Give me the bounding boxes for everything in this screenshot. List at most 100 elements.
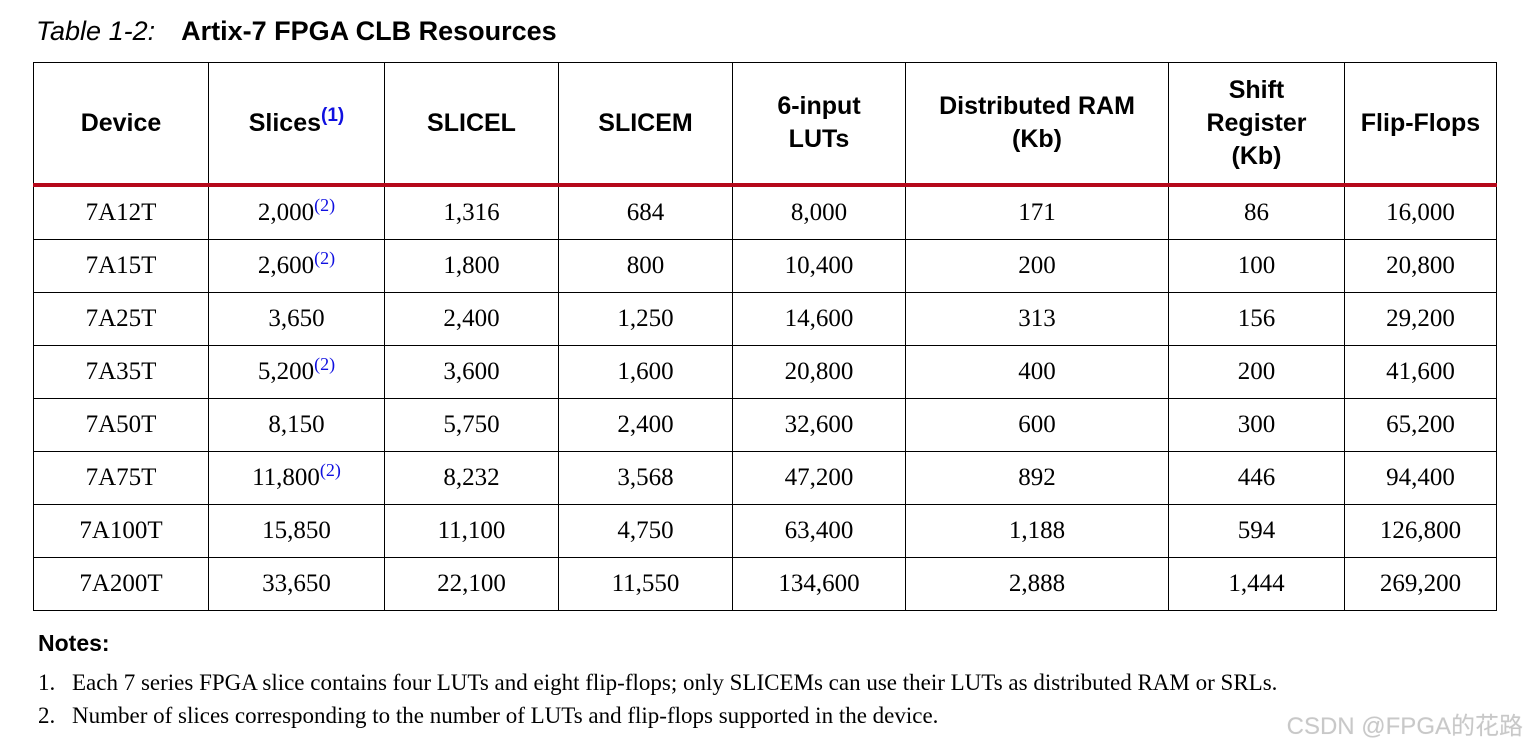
cell-value: 594: [1237, 517, 1276, 544]
table-cell: 684: [558, 184, 733, 240]
table-cell: 4,750: [558, 504, 733, 558]
note-2: 2. Number of slices corresponding to the …: [38, 703, 938, 729]
column-header: Flip-Flops: [1344, 62, 1497, 187]
table-number: Table 1-2:: [36, 16, 156, 46]
cell-value: 5,750: [443, 411, 500, 438]
table-cell: 22,100: [384, 557, 559, 611]
cell-value: 11,100: [437, 517, 506, 544]
table-cell: 313: [905, 292, 1169, 346]
cell-value: 10,400: [784, 252, 854, 279]
cell-value: 8,232: [443, 464, 500, 491]
cell-value: 7A15T: [85, 252, 157, 279]
cell-value: 7A25T: [85, 305, 157, 332]
cell-value: 2,400: [443, 305, 500, 332]
cell-value: 11,800: [252, 464, 320, 491]
table-row: 7A50T 8,150 5,750 2,400 32,600 600 300 65,200: [33, 398, 1497, 452]
cell-value: 156: [1237, 305, 1276, 332]
cell-value: 1,316: [443, 199, 500, 226]
table-cell: 7A50T: [33, 398, 209, 452]
table-cell: 3,650: [208, 292, 385, 346]
cell-value: 100: [1237, 252, 1276, 279]
column-header: Device: [33, 62, 209, 187]
table-cell: 14,600: [732, 292, 906, 346]
table-cell: 2,400: [558, 398, 733, 452]
table-cell: 8,150: [208, 398, 385, 452]
cell-value: 300: [1237, 411, 1276, 438]
table-cell: 600: [905, 398, 1169, 452]
cell-value: 8,000: [790, 199, 848, 226]
clb-resources-table: Device Slices(1) SLICEL SLICEM 6-input LUTs Di…: [33, 62, 1497, 611]
cell-value: 200: [1237, 358, 1276, 385]
note-number: 2.: [38, 703, 56, 728]
table-cell: 446: [1168, 451, 1345, 505]
footnote-link[interactable]: (2): [314, 248, 336, 268]
footnote-link[interactable]: (2): [314, 354, 336, 374]
table-cell: 41,600: [1344, 345, 1497, 399]
cell-value: 892: [1018, 464, 1056, 491]
cell-value: 15,850: [262, 517, 331, 544]
table-cell: 15,850: [208, 504, 385, 558]
table-cell: 126,800: [1344, 504, 1497, 558]
column-header-label: Flip-Flops: [1360, 108, 1481, 137]
cell-value: 32,600: [784, 411, 854, 438]
cell-value: 313: [1018, 305, 1056, 332]
table-cell: 1,188: [905, 504, 1169, 558]
cell-value: 11,550: [611, 570, 680, 597]
table-row: 7A75T 11,800(2) 8,232 3,568 47,200 892 446 94,4…: [33, 451, 1497, 505]
cell-value: 2,600: [257, 252, 315, 279]
cell-value: 1,250: [617, 305, 674, 332]
cell-value: 269,200: [1379, 570, 1462, 597]
cell-value: 1,800: [443, 252, 500, 279]
table-cell: 11,800(2): [208, 451, 385, 505]
table-cell: 269,200: [1344, 557, 1497, 611]
footnote-link[interactable]: (2): [319, 460, 341, 480]
table-cell: 7A100T: [33, 504, 209, 558]
table-cell: 86: [1168, 184, 1345, 240]
table-cell: 2,400: [384, 292, 559, 346]
cell-value: 4,750: [617, 517, 674, 544]
table-cell: 200: [1168, 345, 1345, 399]
column-header: Shift Register (Kb): [1168, 62, 1345, 187]
table-cell: 1,600: [558, 345, 733, 399]
table-cell: 63,400: [732, 504, 906, 558]
cell-value: 41,600: [1386, 358, 1455, 385]
table-cell: 11,550: [558, 557, 733, 611]
cell-value: 33,650: [262, 570, 331, 597]
table-cell: 5,200(2): [208, 345, 385, 399]
table-cell: 7A35T: [33, 345, 209, 399]
table-cell: 5,750: [384, 398, 559, 452]
table-cell: 16,000: [1344, 184, 1497, 240]
cell-value: 2,400: [617, 411, 674, 438]
table-cell: 3,568: [558, 451, 733, 505]
note-text: Number of slices corresponding to the nu…: [72, 703, 939, 728]
table-cell: 2,888: [905, 557, 1169, 611]
cell-value: 600: [1018, 411, 1056, 438]
table-cell: 32,600: [732, 398, 906, 452]
cell-value: 1,188: [1008, 517, 1066, 544]
table-cell: 134,600: [732, 557, 906, 611]
column-header-label: Slices: [248, 108, 322, 137]
table-cell: 892: [905, 451, 1169, 505]
table-cell: 8,232: [384, 451, 559, 505]
column-header-label: Device: [80, 108, 162, 137]
column-header: Distributed RAM (Kb): [905, 62, 1169, 187]
cell-value: 3,650: [268, 305, 325, 332]
footnote-link[interactable]: (1): [321, 104, 345, 126]
table-cell: 3,600: [384, 345, 559, 399]
cell-value: 446: [1237, 464, 1276, 491]
note-1: 1. Each 7 series FPGA slice contains four…: [38, 670, 1277, 696]
cell-value: 22,100: [437, 570, 506, 597]
cell-value: 7A35T: [85, 358, 157, 385]
table-cell: 200: [905, 239, 1169, 293]
column-header-label: SLICEM: [598, 108, 693, 137]
table-title: Artix-7 FPGA CLB Resources: [181, 16, 557, 46]
table-cell: 800: [558, 239, 733, 293]
cell-value: 47,200: [784, 464, 854, 491]
footnote-link[interactable]: (2): [314, 195, 336, 215]
cell-value: 7A100T: [79, 517, 163, 544]
cell-value: 134,600: [778, 570, 860, 597]
table-cell: 33,650: [208, 557, 385, 611]
cell-value: 5,200: [257, 358, 315, 385]
cell-value: 171: [1018, 199, 1056, 226]
cell-value: 2,000: [257, 199, 315, 226]
